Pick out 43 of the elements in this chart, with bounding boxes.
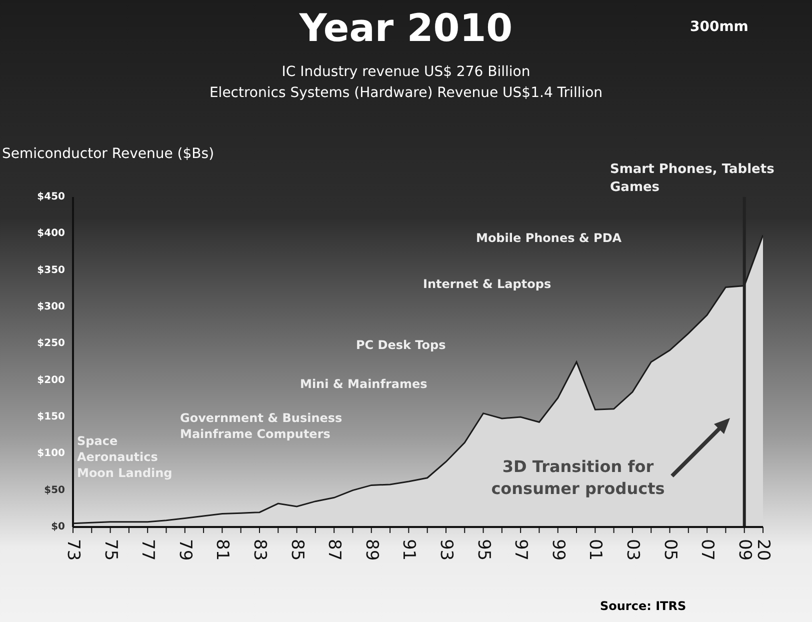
annotation: Government & Business Mainframe Computers xyxy=(180,410,342,442)
x-tick-label: 20 xyxy=(753,539,773,561)
chart-subtitle: IC Industry revenue US$ 276 Billion Electronics Systems (Hardware) Revenue US$1.4 Trillion xyxy=(208,63,604,103)
annotation: Internet & Laptops xyxy=(423,276,552,292)
x-tick-label: 05 xyxy=(660,539,680,561)
x-tick-label: 03 xyxy=(622,539,642,561)
y-tick-label: $300 xyxy=(37,302,66,312)
chart-title: Year 2010 xyxy=(299,6,513,50)
x-tick-label: 91 xyxy=(398,539,419,561)
y-axis-title: Semiconductor Revenue ($Bs) xyxy=(2,146,214,162)
x-tick-label: 85 xyxy=(286,539,307,561)
x-tick-label: 01 xyxy=(585,539,606,561)
x-tick-label: 77 xyxy=(138,539,158,561)
y-tick-label: $250 xyxy=(37,338,66,350)
y-tick-label: $200 xyxy=(37,374,66,386)
x-tick-label: 73 xyxy=(63,539,83,561)
annotation: Mobile Phones & PDA xyxy=(476,230,622,246)
annotation: PC Desk Tops xyxy=(356,337,446,354)
x-tick-label: 07 xyxy=(697,539,718,561)
annotation: Mini & Mainframes xyxy=(300,376,428,392)
annotation: 3D Transition for consumer products xyxy=(490,456,666,500)
x-tick-label: 93 xyxy=(436,539,456,561)
text: Smart Phones, Tablets Games xyxy=(610,161,774,196)
y-tick-label: $150 xyxy=(37,412,66,422)
y-tick-label: $400 xyxy=(37,228,66,240)
x-tick-label: 89 xyxy=(361,539,382,561)
x-tick-label: 87 xyxy=(324,539,344,561)
x-tick-label: 09 xyxy=(734,539,754,561)
source-note: Source: ITRS xyxy=(600,598,686,614)
x-tick-label: 79 xyxy=(174,539,195,561)
y-tick-label: $100 xyxy=(37,448,66,460)
x-tick-label: 95 xyxy=(473,539,494,561)
y-tick-label: $50 xyxy=(44,484,66,496)
x-tick-label: 83 xyxy=(249,539,270,561)
y-tick-label: $350 xyxy=(37,264,66,276)
x-tick-label: 97 xyxy=(510,539,531,561)
text: 300mm xyxy=(690,18,748,37)
y-tick-label: $0 xyxy=(51,522,66,532)
y-tick-label: $450 xyxy=(37,192,66,202)
x-tick-label: 99 xyxy=(548,539,568,561)
x-tick-label: 81 xyxy=(212,539,232,561)
x-tick-label: 75 xyxy=(100,539,120,561)
annotation: Space Aeronautics Moon Landing xyxy=(77,433,172,482)
